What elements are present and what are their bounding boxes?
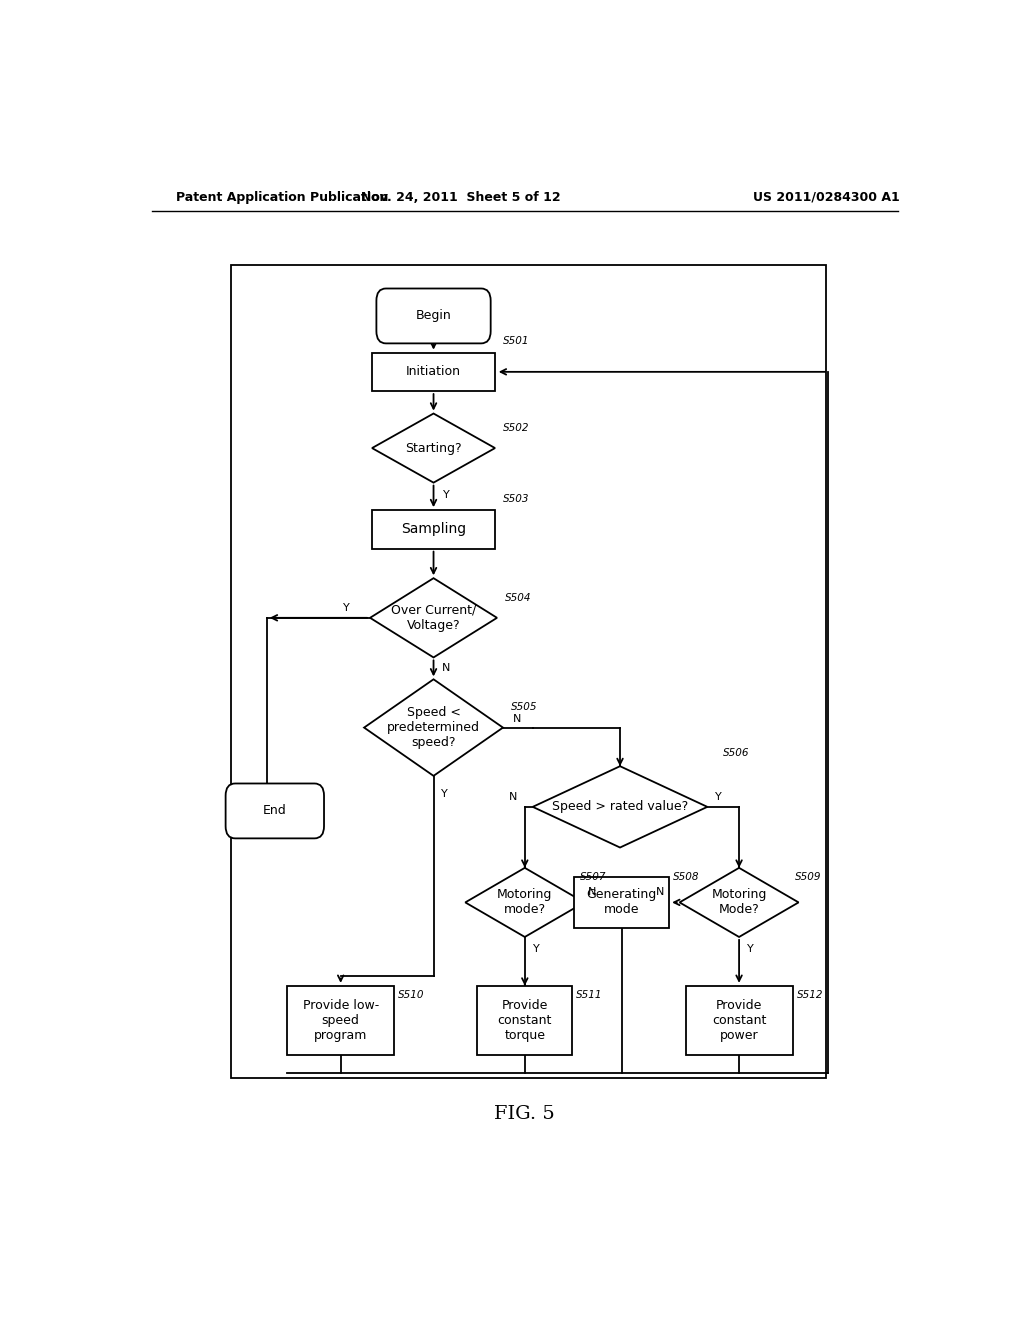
Polygon shape [680, 867, 799, 937]
Text: Initiation: Initiation [407, 366, 461, 379]
Text: S507: S507 [581, 873, 607, 882]
Text: Y: Y [443, 490, 450, 500]
Text: Starting?: Starting? [406, 442, 462, 454]
Polygon shape [370, 578, 497, 657]
Text: S510: S510 [398, 990, 425, 1001]
Text: Provide
constant
power: Provide constant power [712, 999, 766, 1041]
Text: Patent Application Publication: Patent Application Publication [176, 190, 388, 203]
Text: Generating
mode: Generating mode [587, 888, 656, 916]
Text: Speed <
predetermined
speed?: Speed < predetermined speed? [387, 706, 480, 748]
Text: Motoring
mode?: Motoring mode? [497, 888, 553, 916]
Text: FIG. 5: FIG. 5 [495, 1105, 555, 1123]
Text: Provide
constant
torque: Provide constant torque [498, 999, 552, 1041]
FancyBboxPatch shape [225, 784, 324, 838]
Text: S508: S508 [673, 873, 699, 882]
Text: Y: Y [715, 792, 722, 801]
Text: Y: Y [441, 789, 449, 799]
Text: Y: Y [748, 944, 754, 954]
Polygon shape [532, 766, 708, 847]
Bar [231, 265, 826, 1078]
Polygon shape [365, 680, 503, 776]
Bar [685, 986, 793, 1055]
Text: Over Current/
Voltage?: Over Current/ Voltage? [391, 603, 476, 632]
Text: Nov. 24, 2011  Sheet 5 of 12: Nov. 24, 2011 Sheet 5 of 12 [361, 190, 561, 203]
Text: N: N [441, 663, 450, 673]
Polygon shape [372, 413, 495, 483]
Polygon shape [465, 867, 585, 937]
Text: S506: S506 [723, 748, 750, 758]
Text: N: N [509, 792, 517, 801]
Text: End: End [263, 804, 287, 817]
Text: Motoring
Mode?: Motoring Mode? [712, 888, 767, 916]
FancyBboxPatch shape [377, 289, 490, 343]
Bar [372, 352, 495, 391]
Text: US 2011/0284300 A1: US 2011/0284300 A1 [753, 190, 900, 203]
Bar [287, 986, 394, 1055]
Bar [372, 510, 495, 549]
Text: Provide low-
speed
program: Provide low- speed program [302, 999, 379, 1041]
Text: N: N [512, 714, 521, 725]
Text: S505: S505 [511, 702, 538, 713]
Text: S502: S502 [503, 422, 529, 433]
Text: S509: S509 [795, 873, 821, 882]
Text: S504: S504 [505, 593, 531, 602]
Text: Sampling: Sampling [401, 523, 466, 536]
Bar [574, 876, 670, 928]
Text: S503: S503 [503, 494, 529, 504]
Text: Y: Y [532, 944, 540, 954]
Text: Begin: Begin [416, 309, 452, 322]
Text: N: N [655, 887, 664, 898]
Text: Y: Y [343, 603, 349, 612]
Text: N: N [588, 887, 597, 898]
Text: S501: S501 [503, 337, 529, 346]
Bar [477, 986, 572, 1055]
Text: Speed > rated value?: Speed > rated value? [552, 800, 688, 813]
Text: S512: S512 [797, 990, 823, 1001]
Text: S511: S511 [577, 990, 603, 1001]
